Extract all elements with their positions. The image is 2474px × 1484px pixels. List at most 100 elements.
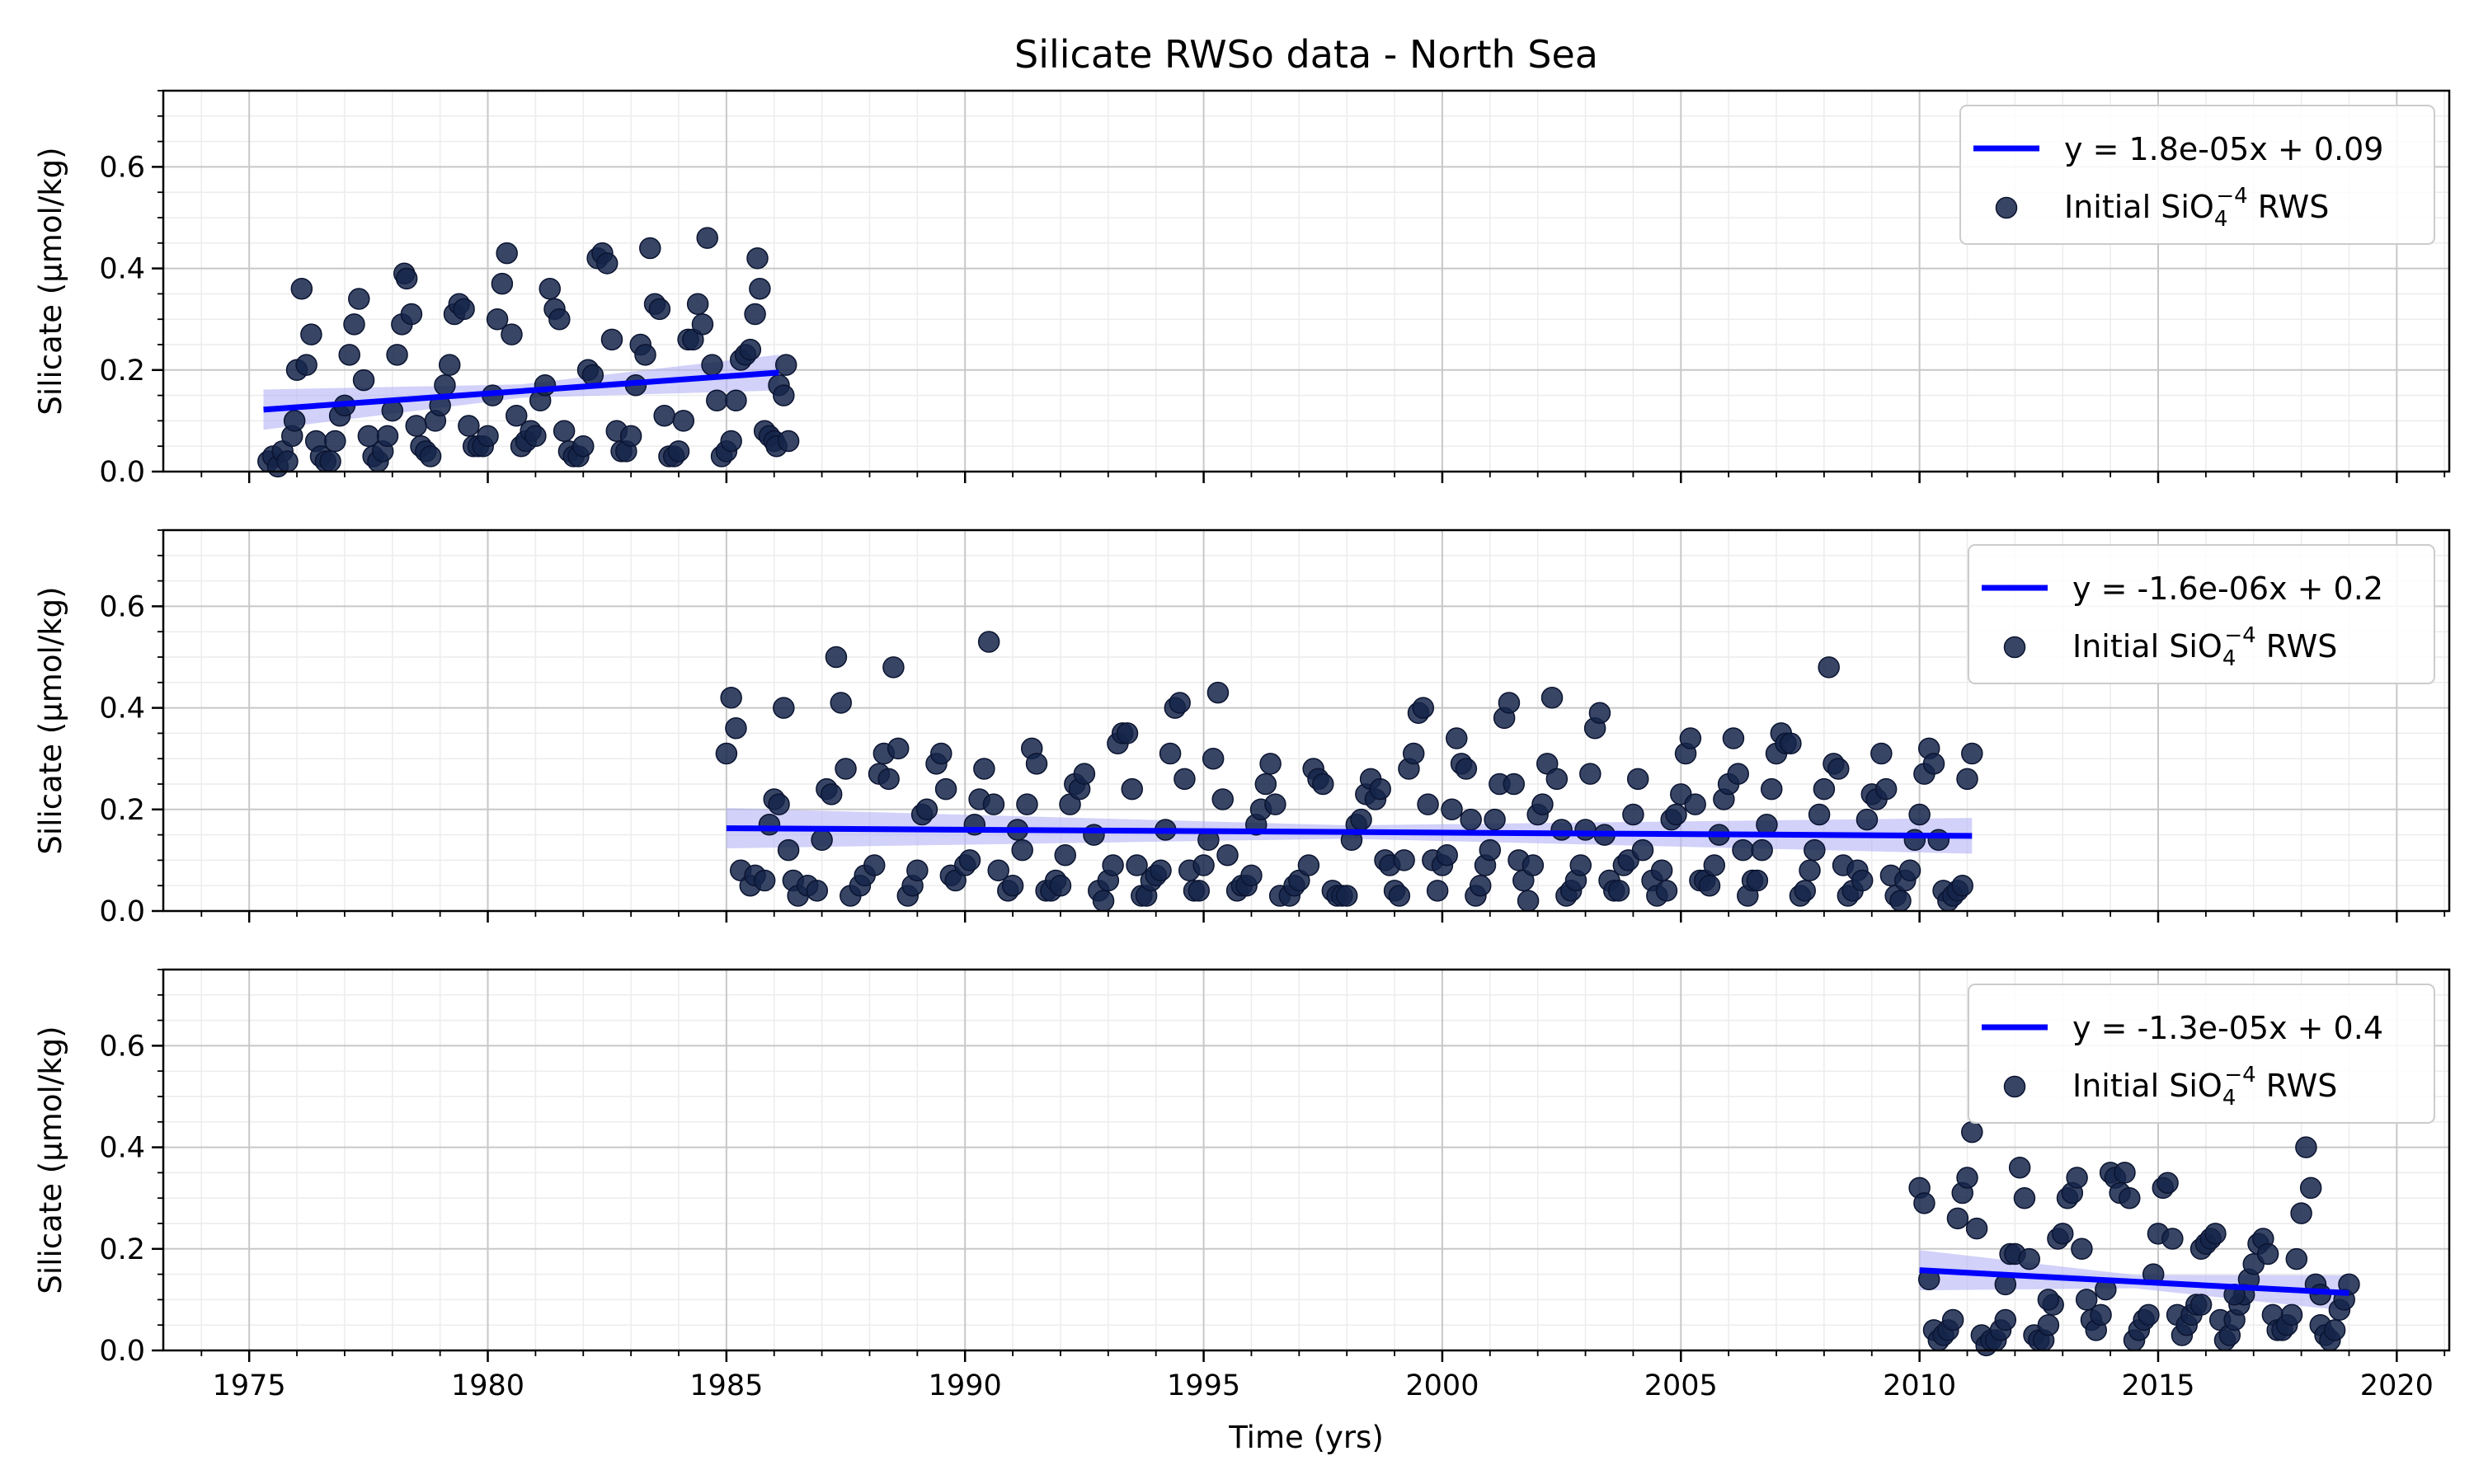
scatter-point xyxy=(1965,1217,1988,1240)
scatter-point xyxy=(1402,742,1425,765)
legend-scatter-label-sub: 4 xyxy=(2222,646,2236,671)
legend-scatter-label-main: Initial SiO xyxy=(2072,1068,2222,1104)
y-axis-label: Silicate (µmol/kg) xyxy=(33,1026,68,1294)
scatter-point xyxy=(686,293,709,315)
scatter-point xyxy=(2051,1223,2074,1245)
scatter-point xyxy=(324,430,346,453)
x-tick-label: 2020 xyxy=(2360,1369,2434,1402)
scatter-point xyxy=(977,631,1000,653)
scatter-point xyxy=(1684,793,1706,815)
scatter-point xyxy=(1631,838,1654,862)
scatter-point xyxy=(343,313,365,336)
y-tick-label: 0.4 xyxy=(99,253,145,286)
scatter-point xyxy=(1679,727,1702,749)
scatter-point xyxy=(830,692,853,714)
scatter-point xyxy=(1898,859,1921,881)
scatter-point xyxy=(572,434,595,458)
legend-scatter-swatch xyxy=(2003,1075,2026,1098)
scatter-point xyxy=(419,445,442,467)
scatter-point xyxy=(1804,838,1826,862)
scatter-point xyxy=(1579,763,1602,785)
scatter-point xyxy=(1436,843,1458,866)
scatter-point xyxy=(1169,692,1191,714)
scatter-point xyxy=(2280,1303,2303,1327)
y-tick-label: 0.6 xyxy=(99,590,145,623)
scatter-point xyxy=(1455,758,1478,780)
legend-box xyxy=(1959,105,2435,245)
legend-scatter-label-sub: 4 xyxy=(2214,207,2228,232)
scatter-point xyxy=(2075,1289,2098,1311)
scatter-point xyxy=(1335,885,1358,907)
x-tick-label: 2010 xyxy=(1883,1369,1956,1402)
scatter-point xyxy=(1211,788,1234,810)
scatter-point xyxy=(619,425,642,448)
scatter-point xyxy=(725,389,747,412)
figure-title: Silicate RWSo data - North Sea xyxy=(1014,32,1598,77)
scatter-point xyxy=(653,404,675,427)
scatter-point xyxy=(400,303,423,326)
legend-scatter-label: Initial SiO4−4 RWS xyxy=(2064,184,2329,232)
scatter-point xyxy=(1961,1120,1983,1144)
scatter-point xyxy=(1001,874,1024,897)
legend: y = -1.6e-06x + 0.2 Initial SiO4−4 RWS xyxy=(1968,544,2435,684)
scatter-point xyxy=(338,344,360,366)
y-axis-label: Silicate (µmol/kg) xyxy=(33,147,68,415)
scatter-point xyxy=(1054,843,1077,866)
scatter-point xyxy=(2090,1303,2112,1327)
scatter-point xyxy=(405,415,427,437)
scatter-point xyxy=(1016,793,1038,815)
legend-scatter-label: Initial SiO4−4 RWS xyxy=(2072,623,2337,671)
scatter-point xyxy=(1951,874,1973,897)
scatter-point xyxy=(1956,768,1978,791)
scatter-point xyxy=(973,758,995,780)
scatter-point xyxy=(486,308,509,331)
scatter-point xyxy=(1746,869,1769,892)
scatter-point xyxy=(1192,854,1215,876)
scatter-point xyxy=(458,415,480,437)
axes-frame xyxy=(162,968,2451,1352)
scatter-point xyxy=(2157,1172,2179,1194)
scatter-point xyxy=(1760,777,1783,801)
scatter-point xyxy=(1412,697,1435,719)
scatter-point xyxy=(2256,1242,2279,1266)
x-tick-label: 1985 xyxy=(689,1369,763,1402)
legend-scatter-label-suffix: RWS xyxy=(2256,628,2338,665)
scatter-point xyxy=(1388,885,1411,907)
scatter-point xyxy=(2008,1156,2031,1179)
scatter-point xyxy=(1460,808,1482,831)
scatter-point xyxy=(648,298,671,321)
scatter-point xyxy=(639,237,661,260)
scatter-point xyxy=(725,716,747,740)
scatter-point xyxy=(1889,890,1912,912)
scatter-point xyxy=(1799,859,1821,881)
scatter-point xyxy=(1574,819,1597,841)
scatter-point xyxy=(1780,732,1802,754)
scatter-point xyxy=(1159,742,1182,765)
scatter-point xyxy=(595,252,618,275)
legend-scatter-swatch xyxy=(1995,196,2018,219)
scatter-point xyxy=(2290,1202,2312,1224)
scatter-point xyxy=(720,430,742,453)
scatter-point xyxy=(352,369,375,392)
scatter-point xyxy=(1794,880,1816,902)
scatter-point xyxy=(1522,854,1545,876)
x-tick-label: 1990 xyxy=(929,1369,1002,1402)
legend-scatter-label-sup: −4 xyxy=(2224,623,2255,648)
scatter-point xyxy=(2338,1273,2360,1296)
scatter-point xyxy=(434,374,456,397)
scatter-point xyxy=(1188,880,1211,902)
scatter-point xyxy=(2018,1247,2040,1270)
scatter-point xyxy=(1665,803,1687,826)
x-tick-label: 2015 xyxy=(2121,1369,2194,1402)
scatter-point xyxy=(1121,777,1144,801)
y-tick-label: 0.4 xyxy=(99,693,145,726)
scatter-point xyxy=(1503,773,1525,796)
scatter-point xyxy=(395,267,418,290)
scatter-point xyxy=(982,793,1005,815)
scatter-point xyxy=(2323,1319,2346,1341)
scatter-point xyxy=(1922,753,1945,775)
scatter-point xyxy=(672,410,695,432)
scatter-point xyxy=(934,777,957,801)
scatter-point xyxy=(1498,692,1521,714)
